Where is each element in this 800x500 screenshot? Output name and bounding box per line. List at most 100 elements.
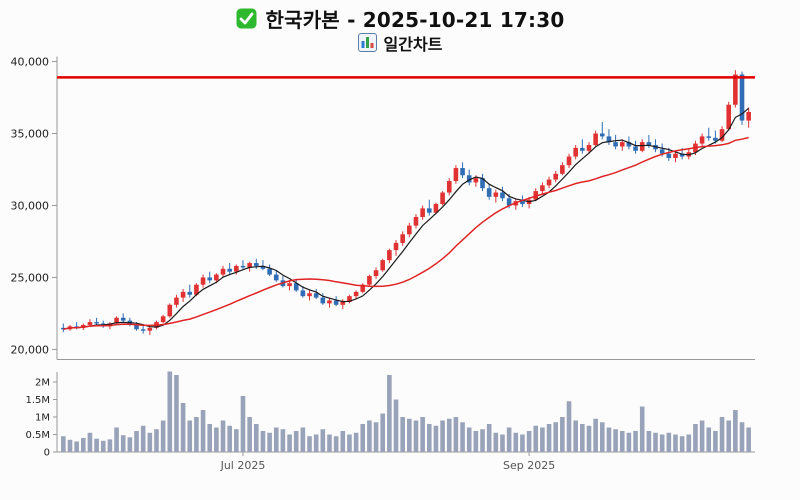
candle-body xyxy=(500,192,505,199)
volume-bar xyxy=(420,417,425,452)
candle-body xyxy=(553,173,559,180)
volume-bar xyxy=(673,434,678,452)
volume-bar xyxy=(586,425,592,452)
volume-bar xyxy=(573,420,578,452)
volume-tick-label: 2M xyxy=(35,378,50,389)
volume-bar xyxy=(560,417,565,452)
volume-bar xyxy=(307,436,312,452)
volume-bar xyxy=(606,427,612,452)
volume-bar xyxy=(653,432,658,452)
volume-bar xyxy=(593,418,598,452)
candle-body xyxy=(387,250,392,261)
candle-body xyxy=(287,283,292,287)
candle-body xyxy=(367,276,372,285)
candle-body xyxy=(267,268,272,275)
candle-body xyxy=(719,129,725,141)
candle-body xyxy=(606,136,612,143)
candle-body xyxy=(340,301,346,305)
volume-bar xyxy=(473,431,479,452)
volume-bar xyxy=(599,422,605,452)
candle-body xyxy=(180,291,186,298)
candle-body xyxy=(706,136,712,138)
subtitle-row: 일간차트 xyxy=(0,31,800,54)
volume-bar xyxy=(134,431,139,452)
volume-tick-label: 0 xyxy=(44,448,50,459)
candle-body xyxy=(407,225,412,235)
volume-bar xyxy=(466,427,472,452)
volume-bar xyxy=(253,424,259,452)
candle-body xyxy=(300,290,306,297)
candle-body xyxy=(613,142,618,147)
volume-bar xyxy=(214,427,219,452)
volume-bar xyxy=(207,424,213,452)
volume-bar xyxy=(446,418,452,452)
volume-bar xyxy=(699,420,705,452)
volume-bar xyxy=(480,429,485,452)
volume-bar xyxy=(500,434,505,452)
volume-bar xyxy=(234,429,239,452)
candle-body xyxy=(633,146,638,151)
volume-bar xyxy=(353,432,359,452)
volume-bar xyxy=(520,434,525,452)
candle-body xyxy=(520,201,525,205)
volume-bar xyxy=(320,429,326,452)
candle-body xyxy=(506,198,512,206)
volume-bar xyxy=(566,401,572,452)
candle-body xyxy=(200,277,206,285)
candle-body xyxy=(174,297,179,305)
volume-bar xyxy=(646,431,652,452)
volume-bar xyxy=(393,399,399,452)
volume-bar xyxy=(174,375,179,452)
volume-bar xyxy=(80,438,86,452)
volume-tick-label: 1M xyxy=(35,413,50,424)
candle-body xyxy=(114,317,119,324)
volume-bar xyxy=(513,432,519,452)
volume-bar xyxy=(180,403,186,452)
volume-bar xyxy=(540,427,545,452)
candle-body xyxy=(480,178,485,189)
candle-body xyxy=(433,204,439,213)
volume-bar xyxy=(460,422,465,452)
candle-body xyxy=(320,297,326,304)
volume-bars-group xyxy=(61,371,751,452)
candle-body xyxy=(347,296,352,302)
candle-body xyxy=(327,300,332,304)
volume-bar xyxy=(713,431,718,452)
candle-body xyxy=(187,291,193,295)
volume-bar xyxy=(400,417,405,452)
candle-body xyxy=(679,153,685,157)
volume-bar xyxy=(340,431,346,452)
volume-bar xyxy=(360,424,366,452)
ma-line-ma20 xyxy=(63,136,749,331)
volume-bar xyxy=(506,427,512,452)
volume-bar xyxy=(440,420,445,452)
candle-body xyxy=(739,74,745,121)
candle-body xyxy=(713,137,718,141)
candle-body xyxy=(586,145,592,151)
volume-bar xyxy=(120,435,126,452)
volume-bar xyxy=(733,410,738,452)
volume-bar xyxy=(313,434,319,452)
volume-bar xyxy=(739,422,745,452)
volume-bar xyxy=(227,425,232,452)
candle-body xyxy=(87,322,93,325)
volume-bar xyxy=(267,432,272,452)
candle-body xyxy=(673,153,678,158)
volume-bar xyxy=(280,429,286,452)
volume-bar xyxy=(633,431,638,452)
volume-bar xyxy=(107,439,113,452)
candle-body xyxy=(240,265,246,268)
candle-body xyxy=(599,133,605,137)
title-row: 한국카본 - 2025-10-21 17:30 xyxy=(0,0,800,32)
chart-header: 한국카본 - 2025-10-21 17:30 일간차트 xyxy=(0,0,800,54)
candle-body xyxy=(234,265,239,272)
candle-body xyxy=(546,179,552,186)
volume-bar xyxy=(373,422,379,452)
volume-bar xyxy=(407,418,412,452)
candle-body xyxy=(353,291,359,297)
volume-bar xyxy=(347,434,352,452)
volume-bar xyxy=(140,425,146,452)
volume-bar xyxy=(526,431,532,452)
price-tick-label: 25,000 xyxy=(11,271,50,284)
volume-bar xyxy=(666,432,672,452)
